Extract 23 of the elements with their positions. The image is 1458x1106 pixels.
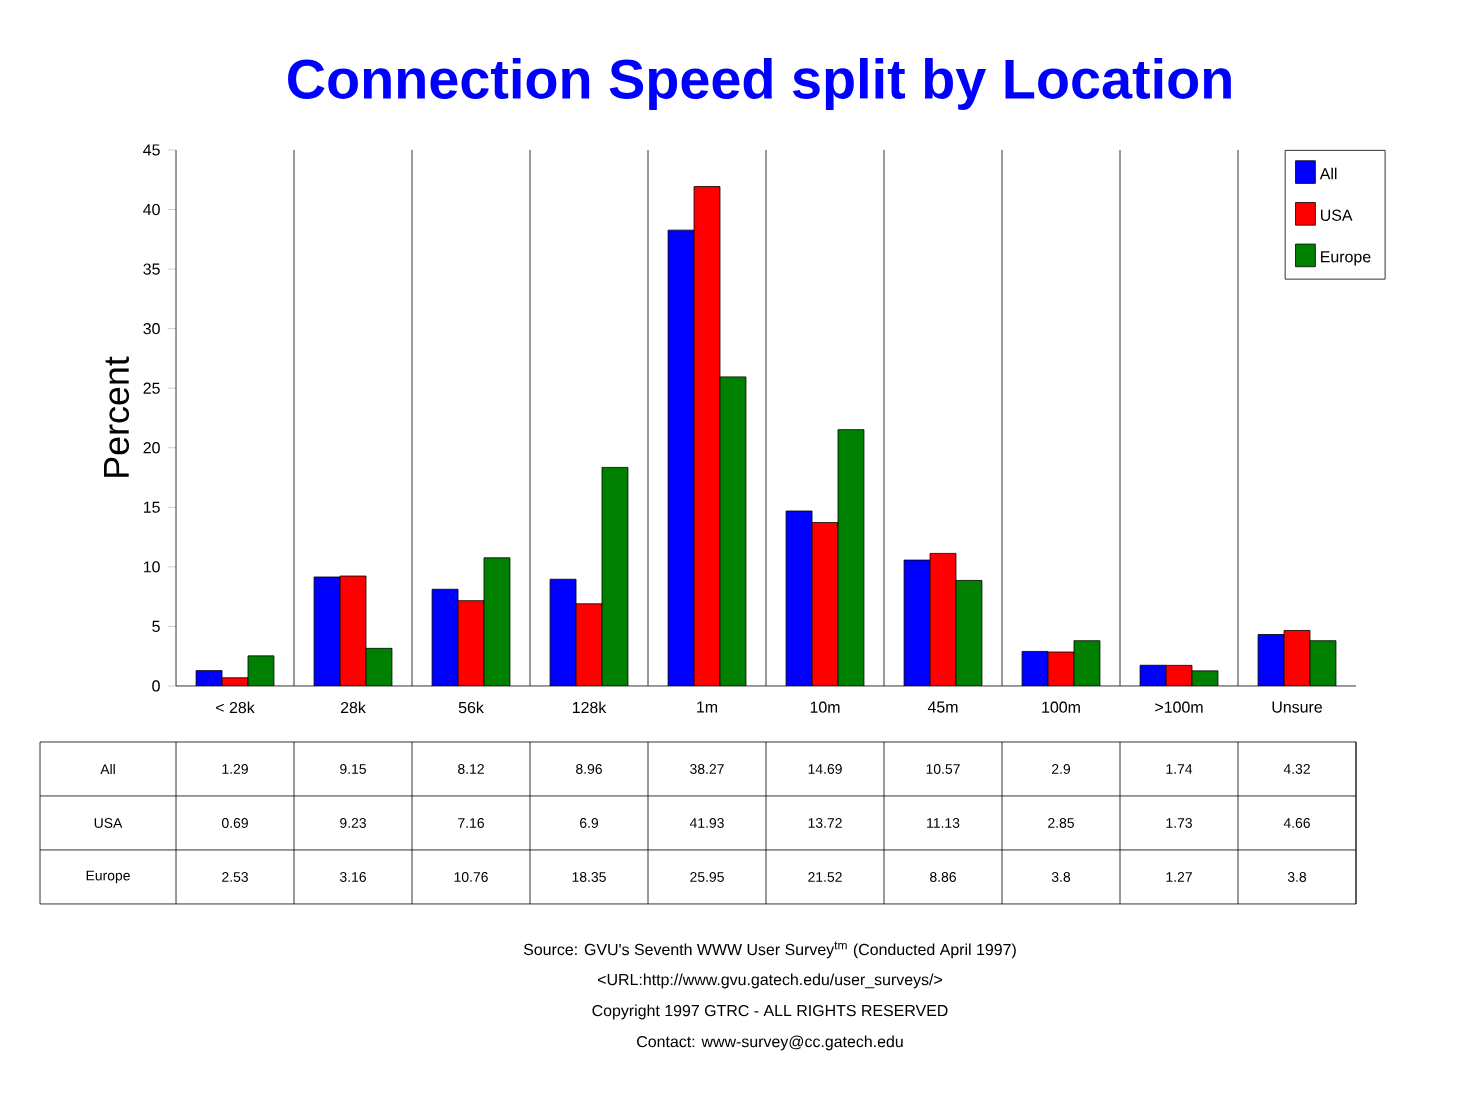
bar — [550, 579, 577, 686]
bar — [432, 589, 459, 686]
bar — [812, 522, 838, 686]
bar — [458, 600, 484, 686]
bar — [576, 603, 602, 686]
y-axis-title: Percent — [104, 356, 130, 477]
bar — [1309, 640, 1337, 686]
bar — [930, 553, 956, 686]
bar — [955, 580, 982, 686]
bar — [1073, 640, 1100, 686]
bar — [602, 467, 628, 686]
bar — [1283, 630, 1311, 686]
bar — [668, 230, 695, 686]
bar — [719, 376, 746, 686]
bar — [786, 510, 813, 686]
chart-title: Connection Speed split by Location — [288, 58, 1231, 110]
bar — [904, 560, 931, 686]
bar — [1257, 634, 1285, 686]
bar — [484, 557, 510, 686]
bar — [340, 576, 366, 686]
bar — [837, 429, 864, 686]
bar — [314, 576, 341, 686]
bar — [694, 186, 720, 686]
